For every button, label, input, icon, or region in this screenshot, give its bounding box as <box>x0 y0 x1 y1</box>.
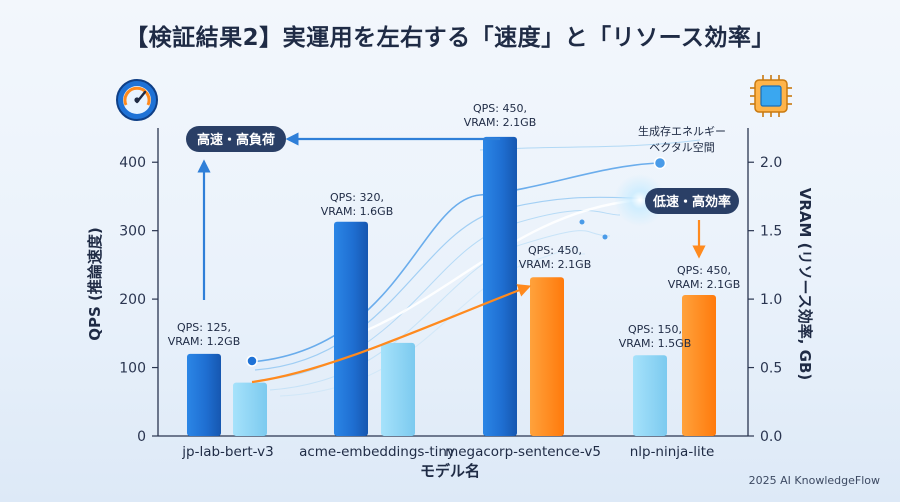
orange-trend-arrow <box>251 284 532 384</box>
bar-vram-1 <box>233 382 267 436</box>
y-right-tick-label: 1.0 <box>760 292 782 308</box>
y-axis-left-title: QPS (推論速度) <box>86 227 104 340</box>
data-label-line2: VRAM: 2.1GB <box>464 116 537 129</box>
data-label-line1: QPS: 320, <box>330 191 384 204</box>
flow-point <box>246 355 258 367</box>
efficient-pill: 低速・高効率 <box>645 188 739 214</box>
data-label-line2: VRAM: 1.2GB <box>168 335 241 348</box>
data-label-line2: VRAM: 1.6GB <box>321 205 394 218</box>
efficient-label: 低速・高効率 <box>652 194 731 210</box>
data-label-line1: QPS: 450, <box>528 244 582 257</box>
flow-point <box>653 156 667 170</box>
y-right-tick-label: 1.5 <box>760 224 782 240</box>
y-right-tick-label: 0.5 <box>760 361 782 377</box>
chart-title: 【検証結果2】実運用を左右する「速度」と「リソース効率」 <box>125 25 775 51</box>
category-label: megacorp-sentence-v5 <box>445 444 601 460</box>
flow-point <box>579 219 585 225</box>
y-left-tick-label: 400 <box>119 155 146 171</box>
bar-vram-orange-4 <box>682 295 716 436</box>
bar-qps-3 <box>483 136 517 437</box>
y-left-tick-label: 100 <box>119 361 146 377</box>
data-label-line2: VRAM: 2.1GB <box>519 258 592 271</box>
bar-vram-4 <box>633 355 667 436</box>
data-label-line1: QPS: 150, <box>628 323 682 336</box>
data-label-line2: VRAM: 2.1GB <box>668 278 741 291</box>
data-label-line1: QPS: 450, <box>677 264 731 277</box>
y-left-tick-label: 0 <box>137 429 146 445</box>
bar-vram-2 <box>381 342 415 436</box>
credit: 2025 AI KnowledgeFlow <box>749 474 880 487</box>
space-annotation-2: ベクタル空間 <box>649 140 715 154</box>
data-label-line1: QPS: 450, <box>473 102 527 115</box>
y-left-tick-label: 200 <box>119 292 146 308</box>
chip-icon <box>750 75 792 117</box>
x-axis-title: モデル名 <box>420 462 480 480</box>
y-right-tick-label: 0.0 <box>760 429 782 445</box>
y-left-tick-label: 300 <box>119 224 146 240</box>
y-right-tick-label: 2.0 <box>760 155 782 171</box>
bar-qps-1 <box>187 353 221 436</box>
high-speed-label: 高速・高負荷 <box>197 132 275 148</box>
bars <box>187 136 716 437</box>
y-axis-right-title: VRAM (リソース効率, GB) <box>796 188 814 381</box>
category-label: acme-embeddings-tiny <box>299 444 455 460</box>
space-annotation-1: 生成存エネルギー <box>638 124 726 138</box>
data-label-line1: QPS: 125, <box>177 321 231 334</box>
data-label-line2: VRAM: 1.5GB <box>619 337 692 350</box>
category-label: nlp-ninja-lite <box>630 444 715 460</box>
high-speed-pill: 高速・高負荷 <box>186 126 286 152</box>
bar-vram-3 <box>530 277 564 436</box>
flow-point <box>602 234 608 240</box>
category-label: jp-lab-bert-v3 <box>181 444 273 460</box>
bar-qps-2 <box>334 221 368 436</box>
speedometer-icon <box>116 79 158 121</box>
